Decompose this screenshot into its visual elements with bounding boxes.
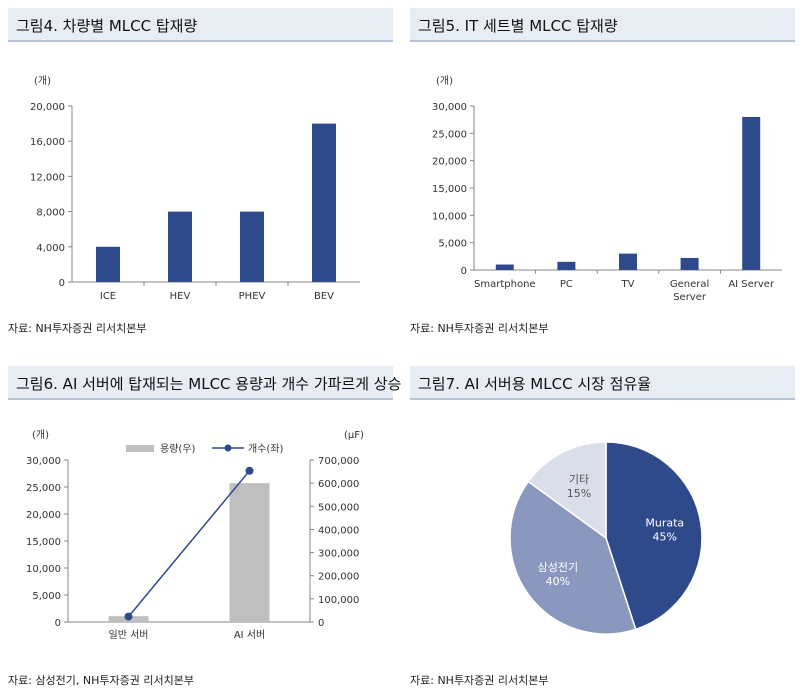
y-tick-label: 12,000: [30, 172, 65, 183]
bar-phev: [240, 211, 264, 282]
right-tick-label: 300,000: [318, 549, 359, 560]
right-tick-label: 700,000: [318, 456, 359, 467]
bar-hev: [168, 211, 192, 282]
pie-slice: [605, 441, 703, 631]
y-tick-label: 30,000: [432, 102, 467, 113]
figure-5-title: 그림5. IT 세트별 MLCC 탑재량: [418, 17, 618, 35]
y-tick-label: 25,000: [432, 129, 467, 140]
y-tick-label: 0: [59, 278, 65, 289]
left-tick-label: 30,000: [26, 456, 61, 467]
left-tick-label: 20,000: [26, 510, 61, 521]
figure-4-source: 자료: NH투자증권 리서치본부: [8, 322, 147, 335]
right-tick-label: 500,000: [318, 502, 359, 513]
pie-slice-label: 기타: [569, 473, 589, 486]
figure-6-title: 그림6. AI 서버에 탑재되는 MLCC 용량과 개수 가파르게 상승: [16, 375, 402, 393]
figure-5-source: 자료: NH투자증권 리서치본부: [410, 322, 549, 335]
bar-ice: [96, 246, 120, 282]
legend-capacity-label: 용량(우): [160, 443, 196, 455]
left-axis-unit: (개): [32, 429, 49, 441]
figure-6-source: 자료: 삼성전기, NH투자증권 리서치본부: [8, 674, 194, 687]
x-tick-label: TV: [621, 279, 635, 290]
right-axis-unit: (μF): [344, 430, 364, 441]
pie-slice-value: 40%: [546, 575, 570, 588]
pie-slice-label: 삼성전기: [538, 561, 578, 574]
pie-slice-value: 45%: [653, 531, 677, 544]
figure-7-title-bar: 그림7. AI 서버용 MLCC 시장 점유율: [410, 366, 795, 400]
left-tick-label: 0: [55, 618, 61, 629]
x-tick-label: PHEV: [239, 291, 266, 302]
pie-slice: [527, 441, 607, 540]
bar-bev: [312, 123, 336, 282]
bar-general-server: [680, 257, 699, 270]
x-tick-label: AI 서버: [234, 629, 265, 641]
x-tick-label: HEV: [170, 291, 191, 302]
count-line: [127, 470, 251, 618]
legend-capacity-swatch: [126, 445, 154, 452]
x-tick-label: Smartphone: [474, 279, 536, 290]
left-tick-label: 10,000: [26, 564, 61, 575]
left-tick-label: 15,000: [26, 537, 61, 548]
y-tick-label: 0: [461, 266, 467, 277]
legend-count-label: 개수(좌): [248, 443, 284, 455]
right-tick-label: 100,000: [318, 595, 359, 606]
y-tick-label: 20,000: [30, 102, 65, 113]
figure-5-chart: (개) 0 5,000 10,000 15,000 20,000 25,000 30,000 S…: [432, 75, 782, 303]
y-tick-label: 20,000: [432, 157, 467, 168]
y-tick-label: 16,000: [30, 137, 65, 148]
right-tick-label: 200,000: [318, 572, 359, 583]
figure-6-chart: (개) (μF) 0 5,000 10,000 15,000 20,000 25,000 30,…: [26, 429, 364, 641]
y-tick-label: 15,000: [432, 184, 467, 195]
x-tick-label: 일반 서버: [109, 629, 149, 641]
pie-slice: [509, 480, 637, 635]
bar-tv: [619, 253, 637, 270]
count-point: [245, 466, 254, 475]
left-tick-label: 5,000: [32, 591, 61, 602]
y-tick-label: 8,000: [36, 208, 65, 219]
y-axis-unit: (개): [34, 75, 51, 87]
x-tick-label: AI Server: [728, 279, 775, 290]
right-tick-label: 600,000: [318, 479, 359, 490]
bar-smartphone: [495, 264, 514, 270]
figure-5-title-bar: 그림5. IT 세트별 MLCC 탑재량: [410, 8, 795, 42]
figure-7-panel: 그림7. AI 서버용 MLCC 시장 점유율 Murata 45% 삼성전기 40%…: [410, 366, 795, 694]
y-axis-unit: (개): [436, 75, 453, 87]
x-tick-label: ICE: [100, 291, 116, 302]
figure-4-chart: (개) 0 4,000 8,000 12,000 16,000 20,000 ICE HEV PH…: [30, 75, 360, 302]
right-tick-label: 400,000: [318, 525, 359, 536]
figure-4-title-bar: 그림4. 차량별 MLCC 탑재량: [8, 8, 393, 42]
figure-5-panel: 그림5. IT 세트별 MLCC 탑재량 (개) 0 5,000 10,000 15,0…: [410, 8, 795, 338]
capacity-bar: [229, 483, 270, 622]
pie-slice-label: Murata: [645, 517, 684, 530]
bar-ai-server: [742, 116, 761, 270]
x-tick-label: General Server: [670, 279, 709, 303]
y-tick-label: 4,000: [36, 243, 65, 254]
figure-6-title-bar: 그림6. AI 서버에 탑재되는 MLCC 용량과 개수 가파르게 상승: [8, 366, 401, 400]
y-tick-label: 10,000: [432, 211, 467, 222]
x-tick-label: PC: [560, 279, 573, 290]
count-point: [124, 612, 133, 621]
figure-7-title: 그림7. AI 서버용 MLCC 시장 점유율: [418, 375, 652, 393]
x-tick-label: BEV: [314, 291, 334, 302]
figure-4-panel: 그림4. 차량별 MLCC 탑재량 (개) 0 4,000 8,000 12,000 16…: [8, 8, 393, 338]
bar-pc: [557, 261, 576, 270]
figure-4-title: 그림4. 차량별 MLCC 탑재량: [16, 17, 198, 35]
y-tick-label: 5,000: [438, 239, 467, 250]
figure-6-panel: 그림6. AI 서버에 탑재되는 MLCC 용량과 개수 가파르게 상승 (개)…: [8, 366, 401, 694]
pie-slice-value: 15%: [567, 487, 591, 500]
legend-count-marker: [224, 444, 232, 452]
right-tick-label: 0: [318, 618, 324, 629]
figure-7-source: 자료: NH투자증권 리서치본부: [410, 674, 549, 687]
left-tick-label: 25,000: [26, 483, 61, 494]
